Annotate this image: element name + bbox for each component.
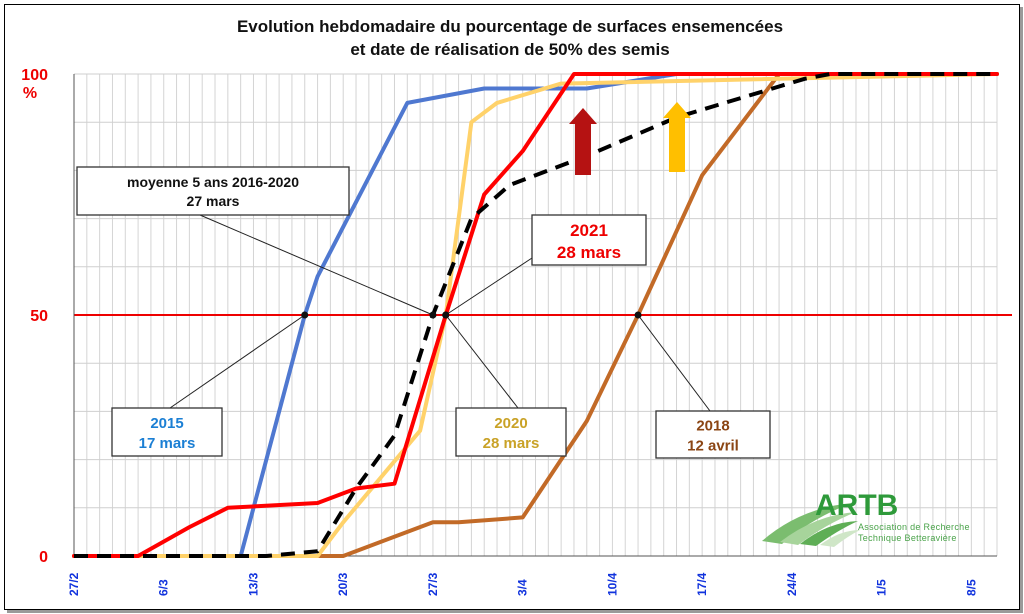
y-tick-label: 0	[39, 549, 48, 566]
annotation-box	[455, 407, 567, 457]
x-tick-label: 10/4	[605, 572, 619, 596]
annotation-box	[111, 407, 223, 457]
marker-50-point	[301, 311, 309, 319]
annotation-date: 17 mars	[139, 435, 196, 452]
annotation-leaders	[169, 214, 711, 412]
leader-line	[637, 314, 711, 412]
up-arrow-icon	[663, 102, 691, 172]
y-tick-label: 100	[21, 67, 48, 84]
series-line-2018	[72, 72, 999, 558]
leader-line	[199, 214, 434, 316]
marker-50-point	[429, 311, 437, 319]
leader-line	[445, 257, 533, 316]
annotation-box	[655, 410, 771, 459]
series-line-moyenne	[74, 72, 997, 558]
logo-swoosh-icon	[762, 503, 860, 547]
annotation-date: 27 mars	[187, 193, 240, 209]
x-tick-label: 17/4	[695, 572, 709, 596]
leader-line	[169, 314, 306, 409]
x-tick-label: 24/4	[785, 572, 799, 596]
leader-line	[445, 314, 519, 409]
x-tick-label: 6/3	[157, 579, 171, 596]
x-tick-label: 27/3	[426, 572, 440, 596]
chart-frame	[4, 4, 1020, 610]
x-tick-label: 8/5	[964, 579, 978, 596]
annotation-label: 2018	[696, 418, 729, 435]
marker-50-point	[442, 311, 450, 319]
x-tick-label: 27/2	[67, 572, 81, 596]
annotation-box	[531, 214, 647, 266]
x-tick-label: 13/3	[246, 572, 260, 596]
x-tick-label: 20/3	[336, 572, 350, 596]
fifty-percent-markers	[301, 311, 642, 319]
annotation-label: 2020	[494, 415, 527, 432]
y-tick-label: 50	[30, 308, 48, 325]
y-axis-unit: %	[23, 85, 37, 102]
logo-line2: Technique Betteravière	[858, 533, 957, 543]
annotation-label: 2015	[150, 415, 183, 432]
annotation-date: 28 mars	[483, 435, 540, 452]
annotation-date: 28 mars	[557, 243, 621, 262]
logo-line1: Association de Recherche	[858, 522, 970, 532]
series-line-2021	[72, 72, 999, 558]
artb-logo: ARTB Association de Recherche Technique …	[762, 489, 970, 547]
up-arrow-icon	[569, 108, 597, 175]
x-tick-label: 1/5	[875, 579, 889, 596]
chart-title: Evolution hebdomadaire du pourcentage de…	[237, 17, 783, 36]
chart-subtitle: et date de réalisation de 50% des semis	[350, 40, 669, 59]
logo-name: ARTB	[815, 489, 898, 522]
annotation-label: moyenne 5 ans 2016-2020	[127, 174, 299, 190]
annotation-date: 12 avril	[687, 438, 739, 455]
series-lines	[72, 72, 999, 558]
x-tick-label: 3/4	[516, 579, 530, 596]
tick-labels: 0 50 100 27/2 6/3 13/3 20/3 27/3 3/4 10/4 17/4 24/4…	[21, 67, 978, 596]
annotation-box	[76, 166, 350, 216]
annotation-boxes: moyenne 5 ans 2016-2020 27 mars 2021 28 mar…	[76, 166, 771, 459]
arrows	[569, 102, 691, 175]
annotation-label: 2021	[570, 221, 608, 240]
marker-50-point	[634, 311, 642, 319]
